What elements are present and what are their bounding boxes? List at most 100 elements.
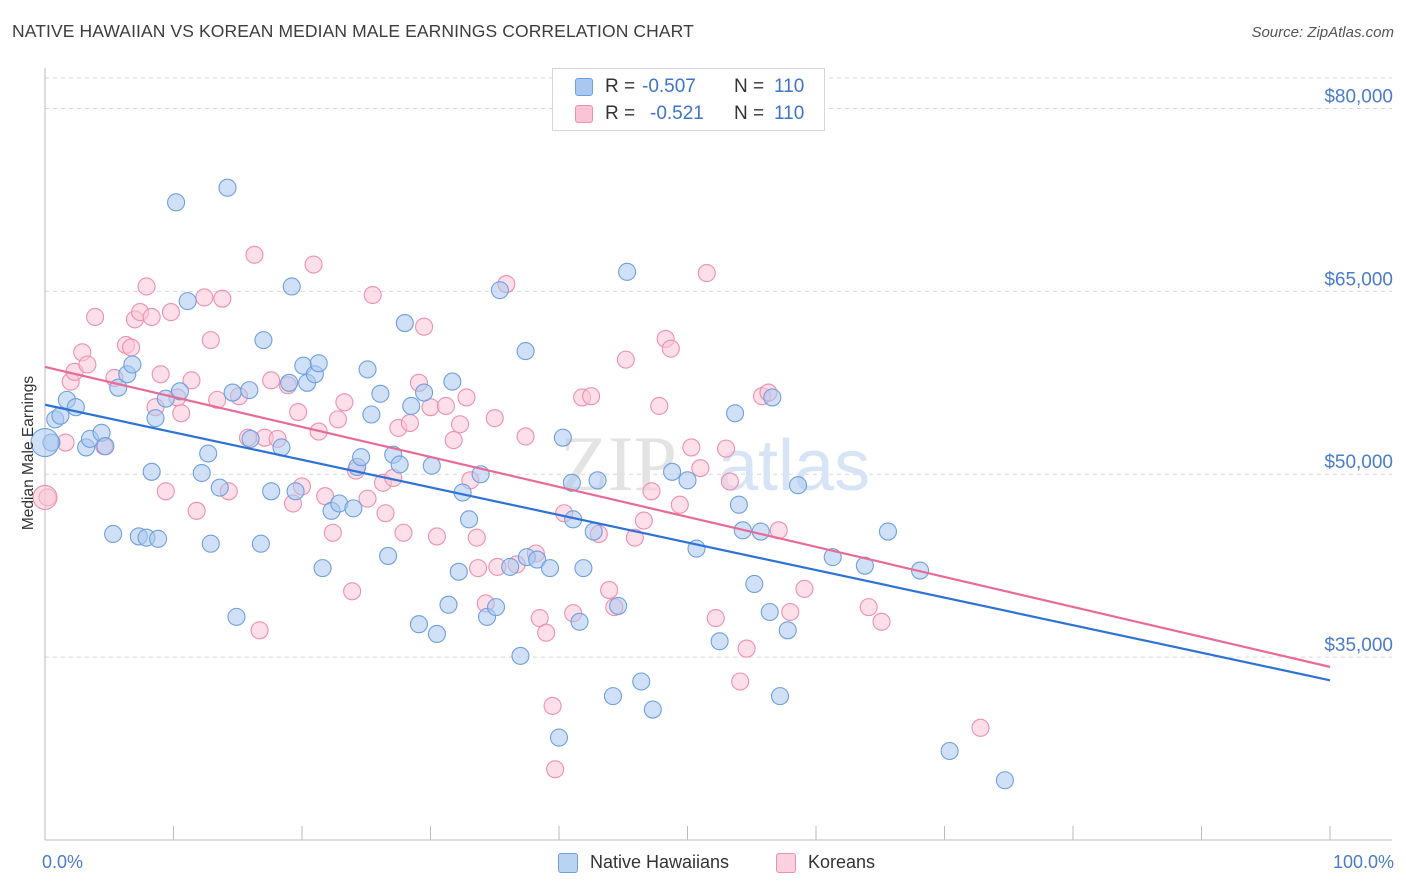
point-native-hawaiians bbox=[549, 728, 569, 747]
point-koreans bbox=[195, 288, 214, 307]
point-koreans bbox=[670, 495, 689, 514]
point-native-hawaiians bbox=[201, 534, 220, 553]
point-native-hawaiians bbox=[96, 437, 115, 456]
point-native-hawaiians bbox=[878, 522, 898, 541]
point-native-hawaiians bbox=[528, 550, 547, 569]
legend-label: Koreans bbox=[808, 852, 876, 872]
point-koreans bbox=[172, 404, 191, 423]
point-native-hawaiians bbox=[218, 178, 237, 197]
point-native-hawaiians bbox=[123, 355, 142, 374]
point-koreans bbox=[616, 350, 635, 369]
point-koreans bbox=[467, 528, 486, 547]
x-tick-label-max: 100.0% bbox=[1332, 852, 1394, 872]
source-text: Source: ZipAtlas.com bbox=[1251, 24, 1394, 41]
point-native-hawaiians bbox=[643, 700, 662, 719]
point-koreans bbox=[600, 581, 619, 600]
point-koreans bbox=[546, 760, 565, 779]
point-native-hawaiians bbox=[358, 360, 377, 379]
point-native-hawaiians bbox=[142, 462, 161, 481]
point-koreans bbox=[78, 355, 97, 374]
point-koreans bbox=[691, 459, 710, 478]
point-native-hawaiians bbox=[149, 529, 168, 548]
point-koreans bbox=[376, 504, 395, 523]
point-koreans bbox=[516, 427, 535, 446]
y-tick-labels: $80,000 $65,000 $50,000 $35,000 bbox=[1324, 86, 1393, 656]
point-koreans bbox=[661, 339, 680, 358]
point-koreans bbox=[201, 331, 220, 350]
point-koreans bbox=[485, 409, 504, 428]
point-koreans bbox=[245, 245, 264, 264]
point-native-hawaiians bbox=[632, 672, 651, 691]
point-native-hawaiians bbox=[371, 384, 390, 403]
point-native-hawaiians bbox=[511, 646, 530, 665]
point-native-hawaiians bbox=[553, 428, 572, 447]
point-koreans bbox=[156, 482, 175, 501]
point-koreans bbox=[706, 609, 725, 628]
point-koreans bbox=[250, 621, 269, 640]
point-koreans bbox=[187, 501, 206, 520]
trend-line-native-hawaiians bbox=[44, 403, 1331, 682]
y-tick-label: $65,000 bbox=[1324, 269, 1393, 290]
point-koreans bbox=[731, 672, 750, 691]
point-native-hawaiians bbox=[280, 373, 299, 392]
n-label: N = bbox=[734, 103, 765, 124]
point-koreans bbox=[682, 438, 701, 457]
watermark-atlas: atlas bbox=[718, 426, 870, 506]
point-koreans bbox=[444, 431, 463, 450]
point-koreans bbox=[323, 523, 342, 542]
point-native-hawaiians bbox=[603, 687, 623, 706]
source-label: Source: ZipAtlas.com bbox=[1251, 24, 1394, 41]
legend-label: Native Hawaiians bbox=[590, 852, 730, 872]
point-native-hawaiians bbox=[395, 314, 414, 333]
point-koreans bbox=[137, 277, 156, 296]
point-koreans bbox=[304, 255, 323, 274]
point-native-hawaiians bbox=[778, 621, 797, 640]
point-koreans bbox=[642, 482, 661, 501]
legend-swatch bbox=[558, 852, 578, 873]
point-native-hawaiians bbox=[251, 534, 270, 553]
point-native-hawaiians bbox=[254, 331, 273, 350]
point-koreans bbox=[335, 393, 354, 412]
point-koreans bbox=[400, 413, 419, 433]
chart-title: NATIVE HAWAIIAN VS KOREAN MEDIAN MALE EA… bbox=[12, 21, 694, 41]
point-koreans bbox=[451, 415, 470, 434]
point-native-hawaiians bbox=[678, 471, 697, 490]
point-koreans bbox=[436, 396, 455, 416]
point-native-hawaiians bbox=[763, 388, 782, 407]
legend-item-koreans[interactable]: Koreans bbox=[776, 852, 875, 873]
r-value: -0.507 bbox=[642, 76, 696, 97]
point-native-hawaiians bbox=[309, 354, 328, 373]
r-label: R = bbox=[605, 103, 636, 124]
point-koreans bbox=[543, 696, 562, 715]
point-native-hawaiians bbox=[540, 559, 560, 578]
point-native-hawaiians bbox=[940, 741, 959, 761]
point-koreans bbox=[537, 623, 556, 642]
stats-row-native-hawaiians: R = -0.507 N = 110 bbox=[575, 76, 804, 98]
point-native-hawaiians bbox=[570, 612, 589, 631]
point-native-hawaiians bbox=[223, 383, 242, 402]
r-value: -0.521 bbox=[650, 103, 704, 124]
n-value: 110 bbox=[774, 76, 805, 97]
point-koreans bbox=[208, 390, 227, 409]
series-swatch bbox=[575, 78, 593, 96]
point-koreans bbox=[328, 410, 348, 429]
point-koreans bbox=[468, 559, 488, 578]
point-native-hawaiians bbox=[415, 383, 434, 402]
point-native-hawaiians bbox=[516, 342, 535, 361]
trend-lines bbox=[44, 365, 1331, 682]
point-native-hawaiians bbox=[788, 476, 808, 495]
point-native-hawaiians bbox=[282, 277, 301, 296]
point-koreans bbox=[457, 388, 476, 407]
data-points bbox=[30, 178, 1014, 790]
point-native-hawaiians bbox=[422, 456, 441, 475]
point-native-hawaiians bbox=[449, 562, 468, 581]
y-tick-label: $80,000 bbox=[1324, 86, 1393, 107]
point-koreans bbox=[182, 371, 201, 390]
point-koreans bbox=[716, 439, 736, 458]
legend-item-native-hawaiians[interactable]: Native Hawaiians bbox=[558, 852, 729, 873]
point-native-hawaiians-large bbox=[30, 427, 60, 458]
point-native-hawaiians bbox=[562, 473, 581, 492]
point-native-hawaiians bbox=[729, 495, 748, 514]
point-koreans bbox=[697, 264, 716, 283]
